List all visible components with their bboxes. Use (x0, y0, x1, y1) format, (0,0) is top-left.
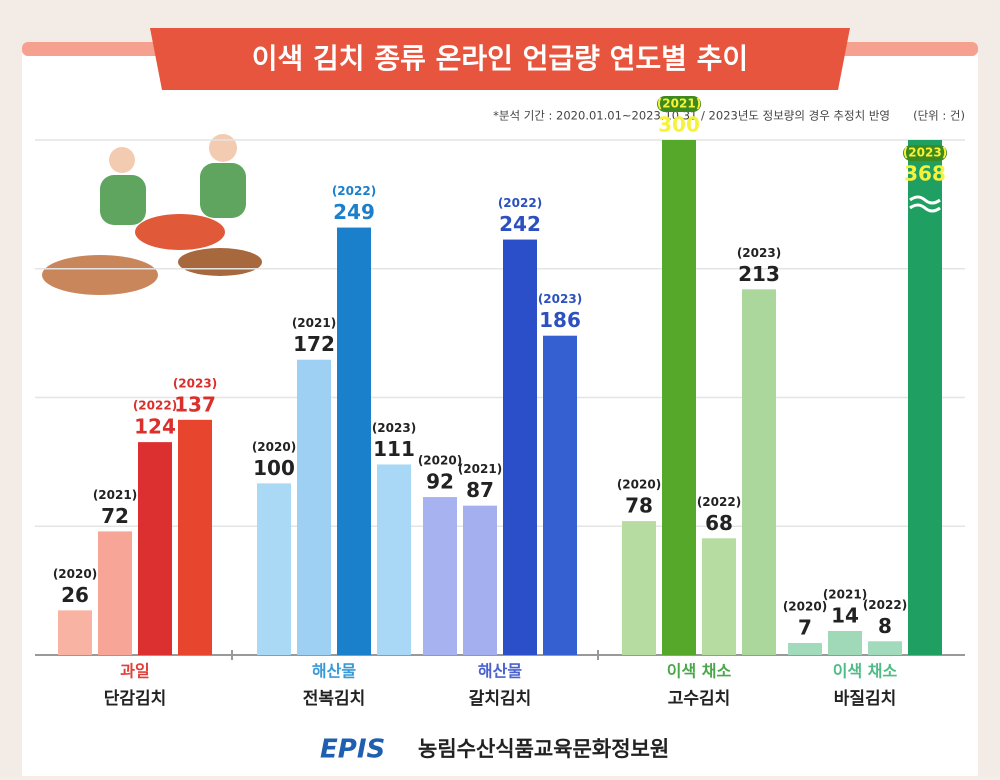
bar (463, 505, 497, 655)
value-label: 87 (466, 478, 494, 502)
year-label: (2020) (783, 599, 827, 613)
year-label: (2021) (458, 462, 502, 476)
x-tick-label: 전복김치 (303, 689, 366, 709)
value-label: 172 (293, 332, 335, 356)
bar (908, 140, 942, 655)
bar (788, 642, 822, 655)
value-label: 249 (333, 200, 375, 224)
group-kind: 이색 채소 (667, 662, 732, 681)
year-label: (2020) (53, 567, 97, 581)
unit: (단위 : 건) (913, 109, 965, 123)
bar (178, 419, 212, 655)
bar (622, 521, 656, 655)
x-tick-label: 단감김치 (104, 689, 167, 709)
year-pill (657, 96, 701, 112)
value-label: 14 (831, 603, 859, 627)
year-label: (2023) (372, 421, 416, 435)
value-label: 186 (539, 308, 581, 332)
year-label: (2021) (657, 97, 701, 111)
year-label: (2022) (332, 184, 376, 198)
year-label: (2020) (252, 440, 296, 454)
year-label: (2021) (823, 587, 867, 601)
group-kind: 해산물 (312, 662, 356, 681)
year-label: (2023) (903, 146, 947, 160)
bar (543, 335, 577, 655)
bar (98, 531, 132, 655)
bar (868, 641, 902, 655)
year-label: (2020) (617, 478, 661, 492)
year-pill (903, 145, 947, 161)
value-label: 213 (738, 262, 780, 286)
x-tick-label: 고수김치 (668, 689, 731, 709)
bar (662, 140, 696, 655)
value-label: 78 (625, 494, 653, 518)
footer-logo: EPIS (320, 735, 385, 765)
year-label: (2021) (292, 316, 336, 330)
chart-title: 이색 김치 종류 온라인 언급량 연도별 추이 (252, 42, 748, 75)
year-label: (2022) (697, 495, 741, 509)
bar (702, 538, 736, 655)
bar (337, 227, 371, 656)
value-label: 72 (101, 504, 129, 528)
year-label: (2022) (133, 399, 177, 413)
year-label: (2023) (737, 246, 781, 260)
value-label: 242 (499, 212, 541, 236)
bar (257, 483, 291, 655)
group-kind: 이색 채소 (833, 662, 898, 681)
bar (503, 239, 537, 656)
bar (297, 359, 331, 655)
value-label: 100 (253, 456, 295, 480)
bar (138, 442, 172, 655)
x-tick-label: 갈치김치 (469, 689, 532, 709)
value-label: 111 (373, 437, 415, 461)
value-label: 7 (798, 615, 812, 639)
year-label: (2020) (418, 454, 462, 468)
x-tick-label: 바질김치 (834, 688, 897, 709)
value-label: 92 (426, 470, 454, 494)
footer-org: 농림수산식품교육문화정보원 (418, 737, 669, 761)
year-label: (2023) (173, 376, 217, 390)
bar (377, 464, 411, 655)
value-label: 124 (134, 415, 176, 439)
value-label: 368 (904, 162, 946, 186)
year-label: (2023) (538, 292, 582, 306)
bar (58, 610, 92, 655)
value-label: 26 (61, 583, 89, 607)
year-label: (2022) (863, 598, 907, 612)
value-label: 8 (878, 614, 892, 638)
value-label: 300 (658, 113, 700, 137)
year-label: (2022) (498, 196, 542, 210)
axis-break (909, 195, 941, 213)
group-kind: 해산물 (478, 662, 522, 681)
year-label: (2021) (93, 488, 137, 502)
group-kind: 과일 (120, 662, 149, 681)
value-label: 68 (705, 511, 733, 535)
bar (742, 289, 776, 655)
bar (828, 630, 862, 655)
bar (423, 497, 457, 655)
value-label: 137 (174, 392, 216, 416)
note: *분석 기간 : 2020.01.01~2023.10.31 / 2023년도 … (493, 109, 890, 123)
title-banner (150, 28, 850, 90)
